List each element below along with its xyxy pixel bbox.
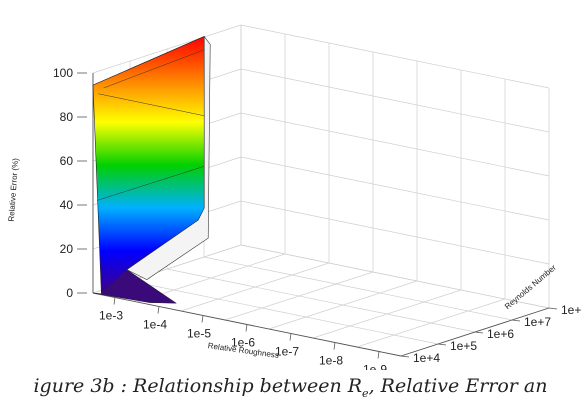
y-tick-label: 1e+6 <box>487 327 514 341</box>
x-tick-label: 1e-4 <box>143 318 167 332</box>
figure-caption: igure 3b : Relationship between Re, Rela… <box>33 375 548 400</box>
z-tick-label: 0 <box>66 286 73 300</box>
surface-mesh-line <box>96 166 205 201</box>
surface-mesh-line <box>98 93 205 116</box>
y-tick-mark <box>437 343 447 346</box>
z-tick-label: 20 <box>60 242 74 256</box>
x-tick-label: 1e-7 <box>275 345 299 359</box>
y-tick-label: 1e+5 <box>450 339 477 353</box>
x-tick-label: 1e-5 <box>187 327 211 341</box>
grid-line <box>166 268 476 333</box>
x-tick-mark <box>333 342 336 350</box>
x-tick-mark <box>289 333 292 341</box>
x-tick-mark <box>245 324 248 332</box>
x-tick-mark <box>113 297 116 305</box>
surface-mesh-line <box>103 49 205 89</box>
y-tick-mark <box>474 331 484 334</box>
x-tick-mark <box>157 306 160 314</box>
z-tick-label: 80 <box>60 110 74 124</box>
z-axis-label: Relative Error (%) <box>7 157 20 221</box>
z-tick-label: 100 <box>53 66 73 80</box>
x-tick-label: 1e-8 <box>319 354 343 368</box>
y-tick-label: 1e+8 <box>561 303 581 317</box>
z-tick-label: 60 <box>60 154 74 168</box>
x-tick-label: 1e-6 <box>231 336 255 350</box>
y-tick-label: 1e+4 <box>413 351 440 365</box>
y-tick-mark <box>548 307 558 310</box>
grid-line <box>129 280 439 345</box>
tick-labels: 0 20 40 60 80 100 1e-3 1e-4 1e-5 1e-6 1e-7 1e-8 1e-9… <box>53 66 581 370</box>
x-tick-label: 1e-9 <box>363 363 387 371</box>
error-surface <box>92 36 211 304</box>
x-tick-label: 1e-3 <box>99 309 123 323</box>
grid-line <box>203 256 513 321</box>
surface-chart: 0 20 40 60 80 100 1e-3 1e-4 1e-5 1e-6 1e-7 1e-8 1e-9… <box>7 24 581 370</box>
surface-floor <box>92 269 178 304</box>
y-tick-mark <box>400 355 410 358</box>
y-tick-mark <box>511 319 521 322</box>
y-tick-label: 1e+7 <box>524 315 551 329</box>
x-tick-mark <box>377 351 380 359</box>
grid-line <box>240 244 550 309</box>
x-tick-mark <box>201 315 204 323</box>
z-tick-label: 40 <box>60 198 74 212</box>
